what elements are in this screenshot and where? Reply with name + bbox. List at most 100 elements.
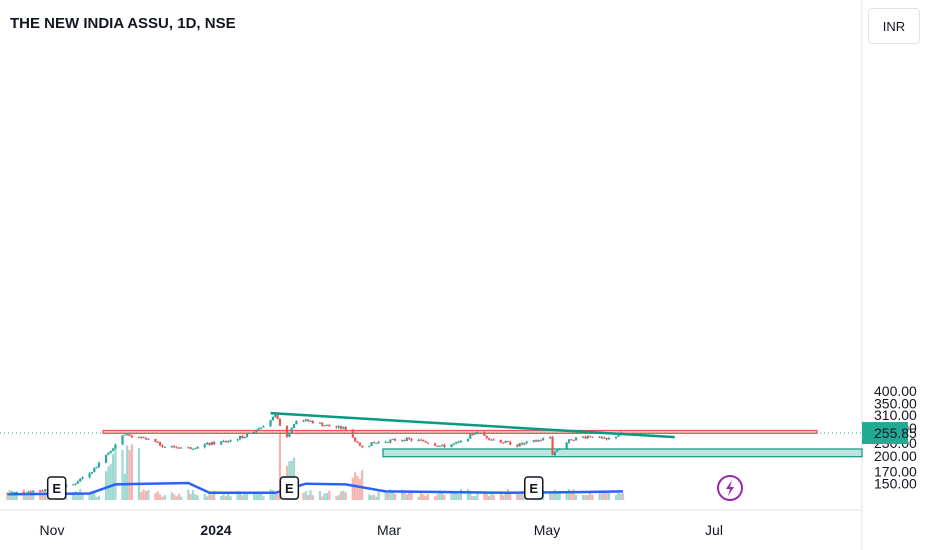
- candle-body: [278, 418, 282, 426]
- volume-bar: [262, 496, 265, 500]
- time-tick-label: Nov: [40, 522, 65, 538]
- candle-body: [584, 436, 587, 439]
- flash-icon[interactable]: [717, 475, 743, 501]
- volume-bar: [93, 490, 96, 500]
- currency-button[interactable]: INR: [868, 8, 920, 44]
- earnings-marker[interactable]: E: [46, 476, 67, 500]
- candle-body: [8, 493, 11, 495]
- volume-bar: [307, 494, 310, 500]
- volume-bar: [509, 493, 512, 500]
- volume-bar: [506, 489, 509, 500]
- candle-body: [607, 438, 611, 440]
- candle-body: [271, 416, 274, 421]
- candle-body: [304, 419, 307, 422]
- candle-body: [307, 419, 310, 422]
- candle-body: [422, 439, 425, 442]
- candle-body: [262, 426, 265, 428]
- candle-body: [140, 437, 143, 439]
- candle-body: [391, 439, 394, 441]
- candle-body: [229, 440, 232, 442]
- volume-bar: [405, 494, 408, 500]
- candle-body: [589, 436, 592, 438]
- candle-body: [567, 439, 571, 443]
- candle-body: [518, 443, 521, 447]
- candle-body: [537, 440, 540, 442]
- volume-bar: [163, 495, 166, 500]
- candle-body: [356, 441, 359, 443]
- volume-bar: [520, 490, 524, 500]
- earnings-marker[interactable]: E: [524, 476, 544, 500]
- candle-body: [325, 424, 329, 426]
- flash-bolt: [726, 480, 734, 496]
- candle-body: [15, 491, 18, 493]
- candle-body: [328, 424, 331, 427]
- candle-body: [295, 420, 298, 425]
- volume-bar: [170, 492, 173, 500]
- volume-bar: [386, 492, 390, 500]
- volume-bar: [29, 495, 32, 500]
- volume-bar: [466, 489, 470, 500]
- price-axis[interactable]: 400.00350.00310.00270.00230.00200.00170.…: [862, 383, 917, 491]
- volume-bar: [25, 495, 28, 500]
- volume-bar: [426, 494, 430, 500]
- price-tick-label: 200.00: [874, 448, 917, 464]
- volume-bar: [485, 491, 488, 500]
- price-tick-label: 350.00: [874, 396, 917, 412]
- volume-bar: [304, 491, 307, 500]
- candle-body: [403, 439, 406, 441]
- volume-bar: [603, 491, 606, 500]
- volume-bar: [361, 470, 364, 500]
- candle-body: [257, 428, 260, 430]
- candle-body: [43, 489, 47, 491]
- candle-body: [344, 427, 347, 430]
- candle-body: [370, 442, 373, 446]
- price-tick-label: 150.00: [874, 475, 917, 491]
- candle-body: [361, 445, 364, 448]
- volume-bar: [260, 493, 263, 500]
- candle-body: [438, 445, 441, 447]
- candle-body: [22, 491, 25, 493]
- candle-body: [358, 442, 361, 446]
- candle-body: [238, 435, 242, 440]
- candle-body: [10, 492, 14, 494]
- candle-body: [419, 439, 423, 441]
- volume-bar: [422, 494, 425, 500]
- candle-body: [586, 436, 589, 439]
- volume-bar: [389, 489, 392, 500]
- volume-bar: [410, 490, 413, 500]
- candle-body: [114, 444, 117, 449]
- candle-body: [79, 478, 82, 482]
- candle-body: [466, 438, 470, 442]
- candles-layer: [6, 413, 625, 495]
- candle-body: [255, 429, 258, 432]
- volume-bar: [556, 492, 559, 500]
- candle-body: [269, 420, 272, 427]
- volume-bar: [476, 493, 479, 500]
- time-axis[interactable]: Nov 2024 Mar May Jul: [40, 522, 723, 538]
- volume-bar: [278, 431, 282, 500]
- earnings-marker[interactable]: E: [279, 476, 300, 500]
- volume-bar: [229, 496, 232, 500]
- candle-body: [424, 441, 427, 443]
- volume-bar: [95, 496, 98, 500]
- volume-bar: [549, 492, 552, 500]
- candle-body: [337, 426, 340, 428]
- candle-body: [441, 444, 444, 446]
- candle-body: [236, 439, 239, 441]
- time-tick-label: 2024: [200, 522, 231, 538]
- volume-bar: [253, 493, 256, 500]
- zones-layer: [102, 429, 863, 458]
- candle-body: [173, 446, 176, 448]
- volume-bar: [180, 496, 183, 500]
- volume-bar: [222, 494, 225, 500]
- volume-bar: [614, 495, 618, 500]
- volume-bar: [76, 494, 79, 500]
- candle-body: [617, 435, 620, 437]
- volume-bar: [41, 495, 44, 500]
- candle-body: [535, 440, 538, 442]
- volume-bar: [553, 489, 556, 500]
- time-tick-label: May: [534, 522, 560, 538]
- candle-body: [605, 437, 608, 440]
- candle-body: [309, 420, 312, 422]
